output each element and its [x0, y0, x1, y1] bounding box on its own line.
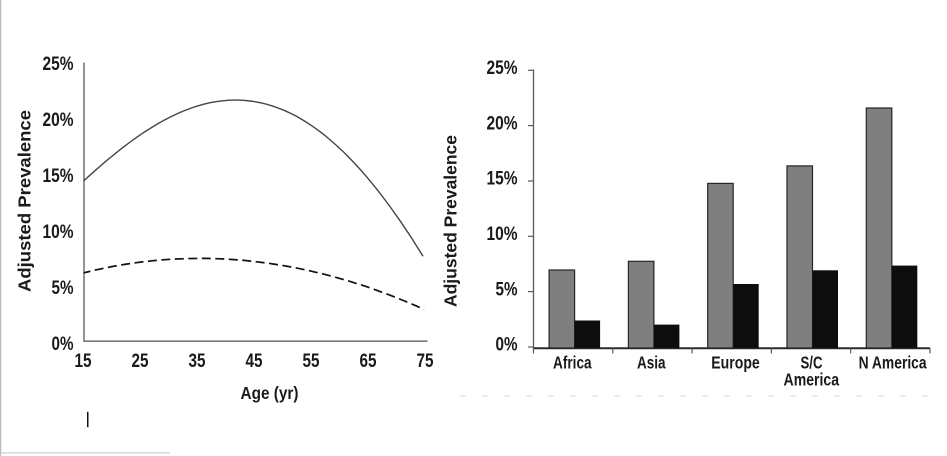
svg-text:10%: 10% — [43, 222, 74, 243]
svg-text:45: 45 — [246, 351, 263, 372]
svg-text:25%: 25% — [43, 54, 74, 75]
svg-text:Africa: Africa — [553, 353, 592, 373]
svg-text:10%: 10% — [487, 224, 518, 245]
svg-text:15: 15 — [75, 351, 92, 372]
svg-text:S/C: S/C — [801, 353, 823, 373]
svg-text:Age (yr): Age (yr) — [241, 383, 299, 403]
svg-text:15%: 15% — [487, 169, 518, 190]
svg-text:25: 25 — [132, 351, 149, 372]
svg-text:20%: 20% — [487, 113, 518, 134]
svg-text:55: 55 — [303, 351, 320, 372]
svg-text:0%: 0% — [496, 335, 518, 356]
svg-text:20%: 20% — [43, 110, 74, 131]
svg-text:65: 65 — [360, 351, 377, 372]
svg-text:75: 75 — [417, 351, 434, 372]
svg-text:Adjusted Prevalence: Adjusted Prevalence — [15, 110, 35, 292]
svg-text:25%: 25% — [487, 58, 518, 79]
svg-text:15%: 15% — [43, 166, 74, 187]
svg-text:5%: 5% — [52, 278, 74, 299]
svg-text:N America: N America — [859, 353, 927, 373]
svg-text:Europe: Europe — [711, 353, 760, 373]
svg-text:Asia: Asia — [637, 353, 666, 373]
svg-text:5%: 5% — [496, 279, 518, 300]
svg-text:America: America — [784, 369, 840, 389]
svg-text:Adjusted Prevalence: Adjusted Prevalence — [441, 135, 461, 307]
svg-text:0%: 0% — [52, 334, 74, 355]
svg-text:35: 35 — [189, 351, 206, 372]
